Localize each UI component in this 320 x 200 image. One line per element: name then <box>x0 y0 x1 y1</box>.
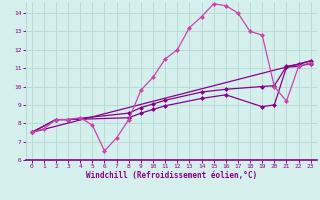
X-axis label: Windchill (Refroidissement éolien,°C): Windchill (Refroidissement éolien,°C) <box>86 171 257 180</box>
